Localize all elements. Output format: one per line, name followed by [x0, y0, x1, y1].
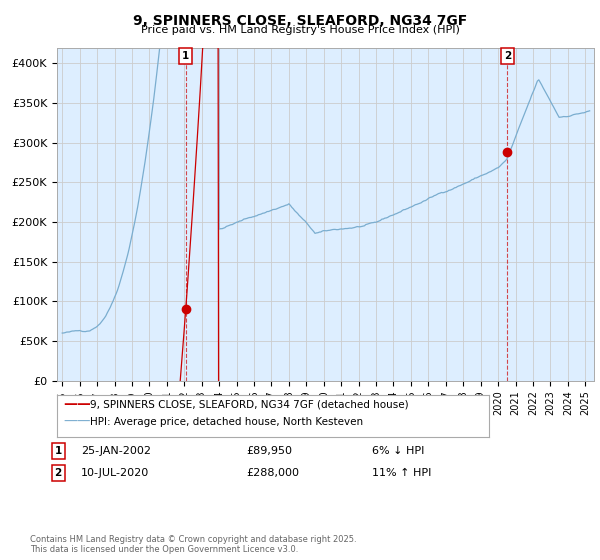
Text: ——: —— [63, 398, 91, 411]
Text: 9, SPINNERS CLOSE, SLEAFORD, NG34 7GF: 9, SPINNERS CLOSE, SLEAFORD, NG34 7GF [133, 14, 467, 28]
Text: 1: 1 [55, 446, 62, 456]
Text: Price paid vs. HM Land Registry's House Price Index (HPI): Price paid vs. HM Land Registry's House … [140, 25, 460, 35]
Text: 6% ↓ HPI: 6% ↓ HPI [372, 446, 424, 456]
Text: 1: 1 [182, 51, 189, 61]
Text: Contains HM Land Registry data © Crown copyright and database right 2025.
This d: Contains HM Land Registry data © Crown c… [30, 535, 356, 554]
Text: 10-JUL-2020: 10-JUL-2020 [81, 468, 149, 478]
Text: HPI: Average price, detached house, North Kesteven: HPI: Average price, detached house, Nort… [90, 417, 363, 427]
Text: £288,000: £288,000 [246, 468, 299, 478]
Text: 11% ↑ HPI: 11% ↑ HPI [372, 468, 431, 478]
Text: 2: 2 [55, 468, 62, 478]
Text: 2: 2 [504, 51, 511, 61]
Text: £89,950: £89,950 [246, 446, 292, 456]
Text: 9, SPINNERS CLOSE, SLEAFORD, NG34 7GF (detached house): 9, SPINNERS CLOSE, SLEAFORD, NG34 7GF (d… [90, 399, 409, 409]
Text: ——: —— [63, 416, 91, 429]
Text: 25-JAN-2002: 25-JAN-2002 [81, 446, 151, 456]
